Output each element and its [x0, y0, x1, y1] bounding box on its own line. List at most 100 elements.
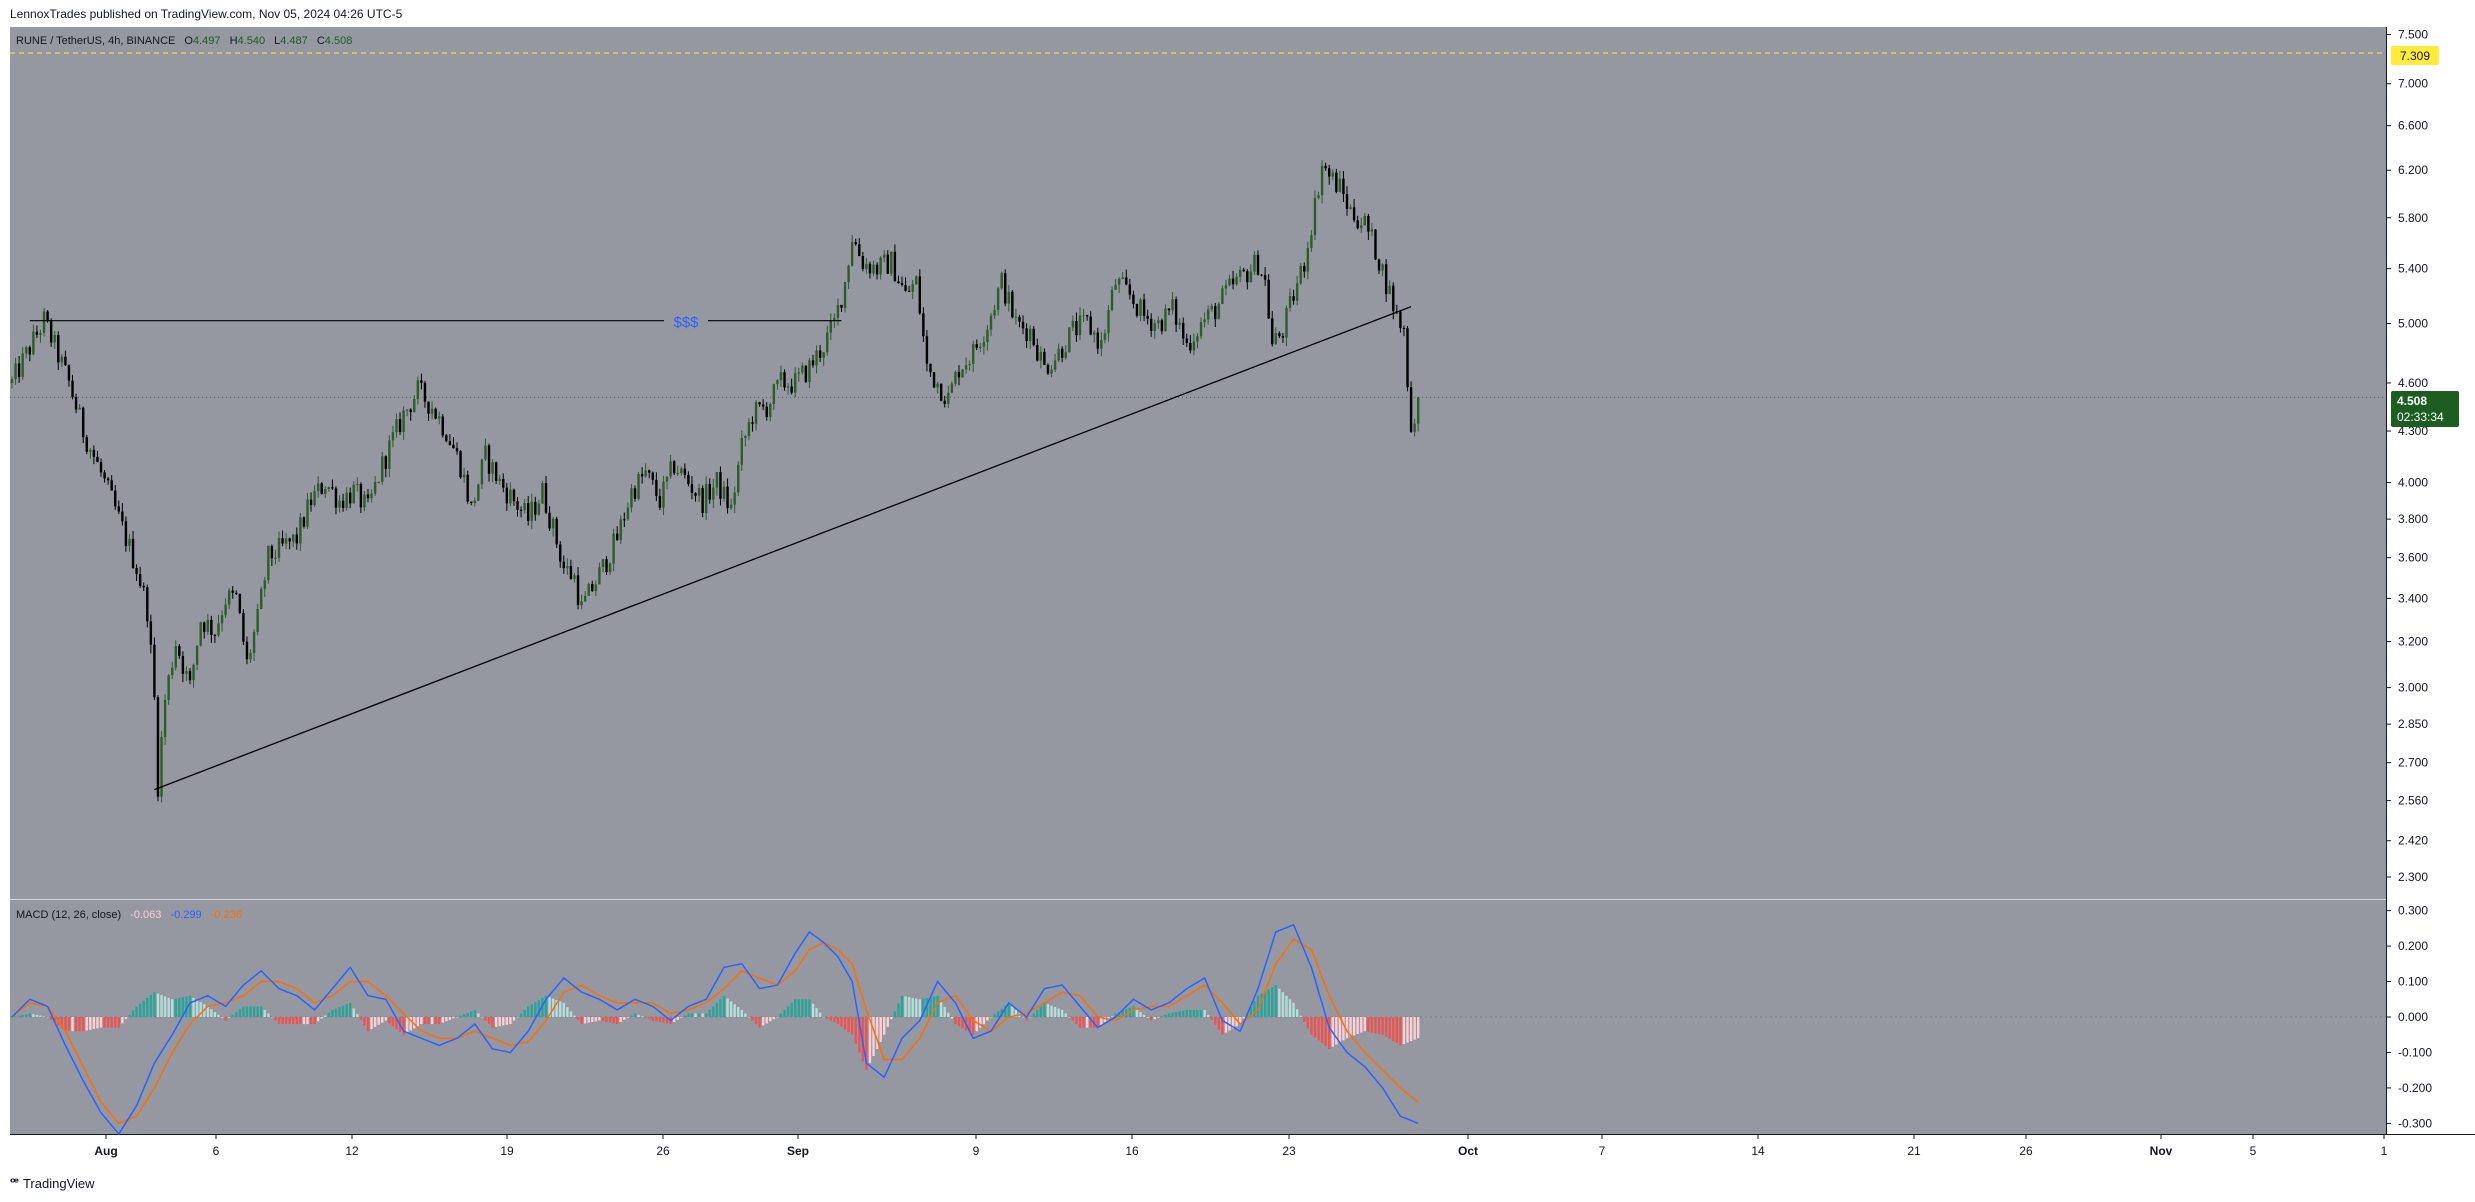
- macd-hist-bar: [1381, 1017, 1384, 1035]
- high-label: H: [230, 35, 238, 47]
- candle: [651, 471, 654, 485]
- macd-hist-bar: [854, 1017, 857, 1044]
- candle-body: [181, 655, 185, 674]
- candle-body: [1142, 299, 1146, 316]
- price-tick-label: 5.800: [2398, 211, 2428, 225]
- time-tick-label: Sep: [787, 1144, 809, 1158]
- macd-hist-bar: [1043, 1002, 1046, 1017]
- candle: [388, 435, 391, 478]
- candle-body: [1374, 229, 1377, 260]
- candle: [505, 482, 509, 511]
- macd-hist-bar: [883, 1017, 886, 1035]
- macd-hist-bar: [377, 1017, 380, 1025]
- candle: [405, 409, 409, 417]
- candle: [655, 472, 658, 502]
- candle: [1285, 305, 1288, 346]
- candle-body: [587, 584, 590, 596]
- price-axis[interactable]: 7.500 7.000 6.600 6.200 5.800 5.400 5.000 4.600…: [2386, 28, 2428, 884]
- candle-body: [555, 518, 558, 545]
- macd-hist-bar: [363, 1017, 366, 1026]
- candle-body: [1189, 342, 1192, 351]
- candle-body: [1078, 315, 1082, 336]
- macd-hist-bar: [826, 1017, 829, 1019]
- candle-body: [1317, 195, 1320, 198]
- macd-hist-bar: [1374, 1017, 1377, 1034]
- signal-line: [11, 938, 1419, 1125]
- time-tick-label: 6: [213, 1144, 220, 1158]
- price-tick-label: 4.300: [2398, 424, 2428, 438]
- macd-hist-bar: [352, 1008, 355, 1017]
- macd-hist-bar: [694, 1013, 697, 1017]
- candle-body: [818, 350, 822, 358]
- candle: [92, 445, 96, 465]
- candle: [1189, 335, 1192, 354]
- tradingview-logo[interactable]: ꟹ TradingView: [10, 1176, 95, 1191]
- macd-hist-bar: [345, 1004, 348, 1017]
- candle: [633, 485, 637, 502]
- alert-price-badge[interactable]: 7.309: [2391, 46, 2439, 65]
- annotation-label[interactable]: $$$: [673, 314, 699, 331]
- candle-body: [1064, 352, 1067, 358]
- candle-body: [270, 545, 274, 559]
- current-price-badge[interactable]: 4.508 02:33:34: [2391, 391, 2459, 427]
- macd-hist-bar: [612, 1017, 615, 1024]
- macd-hist-bar: [541, 997, 544, 1017]
- candle-body: [640, 473, 644, 477]
- candle: [1306, 241, 1310, 280]
- macd-hist-bar: [559, 1001, 562, 1017]
- macd-hist-bar: [922, 998, 925, 1017]
- macd-hist-bar: [822, 1017, 825, 1018]
- candle: [1377, 258, 1381, 275]
- chart-area[interactable]: 7.500 7.000 6.600 6.200 5.800 5.400 5.000 4.600…: [0, 0, 2475, 1165]
- macd-hist-bar: [320, 1017, 323, 1019]
- time-tick-label: 9: [973, 1144, 980, 1158]
- candle: [1192, 333, 1196, 356]
- candle-body: [1139, 299, 1142, 316]
- ascending-trendline[interactable]: [154, 306, 1412, 791]
- candle-body: [1299, 266, 1302, 284]
- candle-body: [313, 491, 316, 506]
- price-tick-label: 6.600: [2398, 119, 2428, 133]
- candle: [1231, 270, 1235, 290]
- time-axis[interactable]: Aug 6 12 19 26 Sep 9 16 23 Oct 7 14 21 26 Nov 5 1: [94, 1134, 2388, 1158]
- macd-hist-bar: [680, 1017, 683, 1018]
- macd-hist-bar: [562, 1002, 565, 1017]
- candle-body: [373, 482, 377, 494]
- candle-body: [972, 344, 975, 364]
- candle: [733, 486, 736, 513]
- macd-hist-bar: [1068, 1017, 1071, 1018]
- candle: [758, 401, 761, 407]
- macd-hist-bar: [1082, 1017, 1085, 1028]
- candle-body: [1370, 229, 1374, 232]
- candle: [74, 393, 78, 414]
- price-tick-label: 2.850: [2398, 717, 2428, 731]
- macd-hist-bar: [580, 1017, 583, 1025]
- macd-hist-bar: [434, 1017, 437, 1025]
- candle-body: [306, 499, 309, 527]
- candle-body: [519, 509, 523, 511]
- candle-body: [583, 595, 587, 602]
- macd-hist-bar: [1267, 989, 1270, 1017]
- candle: [527, 496, 530, 526]
- candle-body: [900, 283, 904, 285]
- candle-body: [338, 500, 341, 508]
- macd-hist-bar: [430, 1017, 434, 1025]
- macd-hist-bar: [391, 1017, 395, 1027]
- candle-body: [171, 667, 174, 676]
- macd-axis[interactable]: 0.300 0.200 0.100 0.000 -0.100 -0.200 -0.300: [2386, 904, 2432, 1131]
- macd-hist-bar: [818, 1012, 822, 1017]
- macd-hist-bar: [900, 995, 904, 1017]
- candle-body: [573, 575, 576, 579]
- price-tick-label: 4.000: [2398, 476, 2428, 490]
- candle-body: [366, 494, 370, 499]
- macd-hist-bar: [808, 999, 811, 1017]
- candle: [402, 406, 405, 440]
- macd-hist-bar: [1171, 1012, 1174, 1017]
- candle: [637, 472, 640, 501]
- price-plot: [10, 52, 2386, 803]
- macd-hist-bar: [1285, 995, 1288, 1017]
- macd-hist-bar: [1249, 1007, 1253, 1017]
- macd-hist-bar: [1363, 1017, 1366, 1032]
- macd-hist-bar: [616, 1017, 619, 1025]
- candle: [1142, 293, 1146, 322]
